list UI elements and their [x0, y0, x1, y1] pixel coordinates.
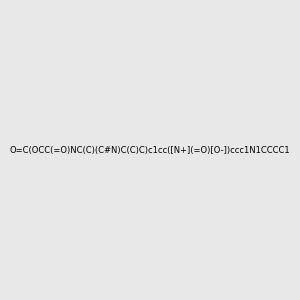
Text: O=C(OCC(=O)NC(C)(C#N)C(C)C)c1cc([N+](=O)[O-])ccc1N1CCCC1: O=C(OCC(=O)NC(C)(C#N)C(C)C)c1cc([N+](=O)…	[10, 146, 290, 154]
